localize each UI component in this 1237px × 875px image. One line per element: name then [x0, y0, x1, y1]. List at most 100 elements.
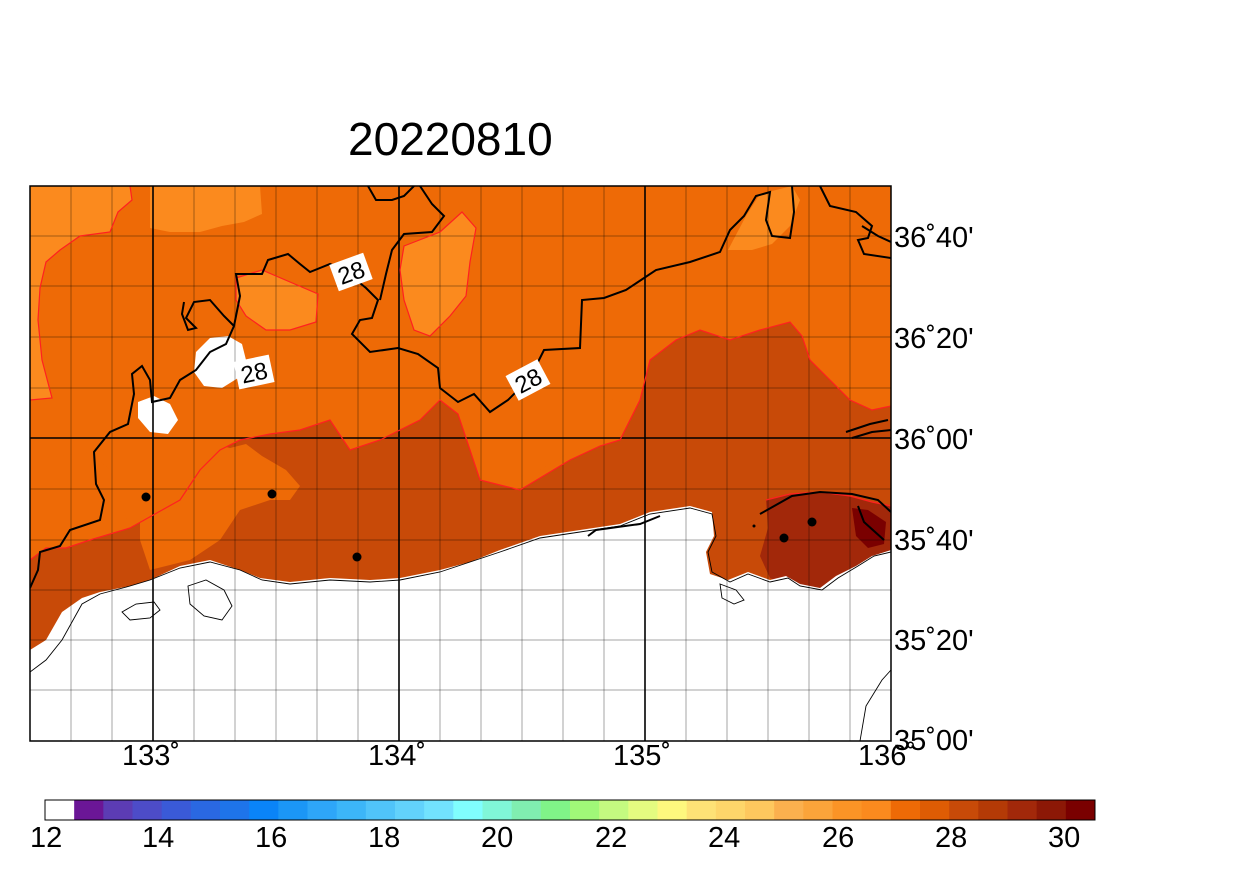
island-outline-3	[719, 583, 745, 605]
field-cool-patch-north	[150, 186, 262, 232]
colorbar-tick-label: 16	[255, 822, 288, 854]
colorbar-cell	[511, 800, 542, 820]
colorbar-tick-label: 28	[935, 822, 968, 854]
colorbar-cell	[745, 800, 775, 820]
colorbar-cell	[949, 800, 979, 820]
lat-tick-label: 35˚40'	[894, 525, 974, 557]
colorbar-cell	[920, 800, 950, 820]
colorbar-cell	[249, 800, 279, 820]
station-marker	[779, 533, 789, 543]
graticule	[30, 186, 891, 741]
contour-28-center	[233, 186, 796, 414]
colorbar-cell	[774, 800, 804, 820]
colorbar-cell	[74, 800, 104, 820]
colorbar-cell	[628, 800, 658, 820]
colorbar-tick-label: 24	[708, 822, 741, 854]
colorbar-tick-label: 20	[481, 822, 514, 854]
lon-tick-label: 133˚	[122, 740, 181, 772]
colorbar-cell	[715, 800, 746, 820]
field-hottest-spot	[852, 508, 886, 548]
station-marker	[141, 492, 151, 502]
contour-red-3	[399, 211, 477, 337]
colorbar-cell	[336, 800, 367, 820]
colorbar-frame	[44, 799, 1096, 821]
colorbar-cell	[1007, 800, 1038, 820]
colorbar-tick-label: 12	[30, 822, 63, 854]
colorbar-cell	[132, 800, 163, 820]
colorbar-cell	[424, 800, 454, 820]
colorbar-cell	[220, 800, 250, 820]
island-outline-1	[121, 601, 161, 621]
colorbar-cell	[1036, 800, 1067, 820]
field-cool-patch-center	[236, 270, 318, 330]
station-markers	[141, 489, 817, 562]
colorbar-cell	[365, 800, 396, 820]
colorbar-cell	[161, 800, 192, 820]
contour-red-2	[30, 186, 133, 401]
contour-label-1: 28	[329, 252, 373, 292]
colorbar-cell	[103, 800, 133, 820]
colorbar-cell	[978, 800, 1008, 820]
peninsula-outline	[859, 669, 891, 741]
colorbar-cell	[540, 800, 571, 820]
field-pocket-west	[30, 452, 130, 556]
island-outline-2	[187, 579, 233, 621]
contour-red-1	[30, 321, 891, 561]
contour-28-west	[30, 298, 236, 589]
contour-red-4	[235, 269, 319, 331]
colorbar-tick-label: 26	[822, 822, 855, 854]
map-panel: 28 28 28	[30, 186, 891, 741]
colorbar-cell	[278, 800, 308, 820]
colorbar-cell	[395, 800, 425, 820]
colorbar-cell	[307, 800, 338, 820]
station-marker	[352, 552, 362, 562]
contour-28-southeast	[587, 490, 891, 541]
colorbar-cell	[832, 800, 863, 820]
lon-tick-label: 136˚	[858, 740, 917, 772]
colorbar-cell	[686, 800, 717, 820]
lagoon	[138, 396, 178, 434]
colorbar-cell	[803, 800, 833, 820]
colorbar-tick-label: 22	[595, 822, 628, 854]
colorbar-cell	[599, 800, 629, 820]
map-title: 20220810	[348, 113, 553, 165]
contour-28-north	[367, 186, 446, 301]
station-marker	[807, 517, 817, 527]
colorbar-tick-label: 18	[368, 822, 401, 854]
colorbar-cell	[861, 800, 892, 820]
map-frame	[29, 185, 892, 742]
lat-tick-label: 35˚00'	[894, 725, 974, 757]
station-marker	[267, 489, 277, 499]
lon-tick-label: 134˚	[368, 740, 427, 772]
colorbar-cell	[1065, 800, 1096, 820]
contour-red-5	[765, 491, 891, 507]
coastline	[30, 507, 891, 673]
sea-area	[30, 506, 891, 741]
colorbar-tick-label: 14	[142, 822, 175, 854]
lat-tick-label: 36˚40'	[894, 222, 974, 254]
contour-label-2: 28	[233, 354, 275, 389]
colorbar	[45, 800, 1096, 820]
colorbar-cell	[190, 800, 221, 820]
lon-tick-label: 135˚	[613, 740, 672, 772]
contour-28-northeast	[819, 186, 891, 259]
svg-text:28: 28	[238, 357, 270, 389]
contour-28-east	[845, 419, 891, 439]
colorbar-cell	[657, 800, 688, 820]
lat-tick-label: 36˚20'	[894, 323, 974, 355]
field-cool-patch-west	[30, 186, 132, 400]
colorbar-cell	[45, 800, 75, 820]
field-cool-patch-east	[728, 186, 800, 250]
colorbar-cell	[890, 800, 921, 820]
lat-tick-label: 35˚20'	[894, 625, 974, 657]
colorbar-cell	[482, 800, 513, 820]
lat-tick-label: 36˚00'	[894, 424, 974, 456]
lake	[194, 336, 246, 388]
colorbar-cell	[570, 800, 600, 820]
field-pocket-midwest	[140, 440, 300, 570]
colorbar-cell	[453, 800, 483, 820]
colorbar-tick-label: 30	[1048, 822, 1081, 854]
station-marker	[752, 524, 756, 528]
field-cool-patch-northcenter	[400, 212, 476, 336]
